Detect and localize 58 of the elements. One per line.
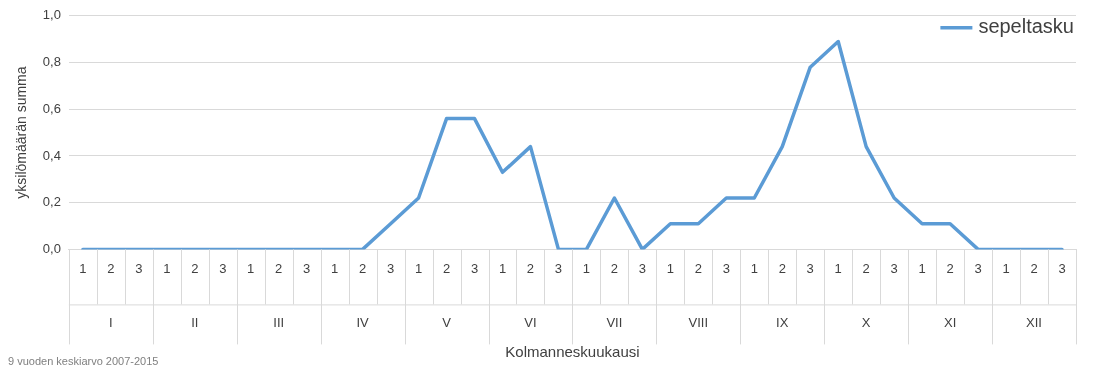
text: V [442,314,452,330]
text: VIII [688,314,709,330]
x-tick-label: 1 [163,260,171,276]
x-tick-label: 3 [890,260,898,276]
text: I [109,314,113,330]
text: VII [606,314,623,330]
text: XII [1026,314,1042,330]
x-tick-label: 1 [666,260,674,276]
x-tick-label: 2 [526,260,535,276]
x-tick-label: 1 [582,260,591,276]
text: X [861,314,871,330]
x-tick-label: 3 [806,260,814,276]
x-tick-label: 3 [722,260,730,276]
x-tick-label: 2 [694,260,702,276]
text: III [273,314,285,330]
x-tick-label: 1 [1002,260,1010,276]
x-tick-label: 2 [442,260,451,276]
x-axis-title: Kolmanneskuukausi [505,342,640,360]
y-tick-label: 0,6 [42,100,61,116]
x-tick-label: 2 [946,260,954,276]
text: II [191,314,199,330]
x-tick-label: 2 [359,260,367,276]
x-tick-label: 1 [414,260,423,276]
y-tick-label: 0,0 [42,240,61,256]
x-tick-label: 1 [834,260,842,276]
x-tick-label: 2 [191,260,199,276]
x-tick-label: 2 [107,260,115,276]
y-tick-label: 0,8 [42,54,61,70]
x-tick-label: 3 [974,260,982,276]
x-tick-label: 1 [79,260,87,276]
x-tick-label: 3 [386,260,395,276]
x-tick-label: 3 [554,260,563,276]
x-tick-label: 1 [331,260,339,276]
text: XI [943,314,957,330]
x-tick-label: 1 [498,260,507,276]
legend-label: sepeltasku [978,15,1074,38]
y-tick-label: 0,2 [42,194,61,210]
x-tick-label: 2 [778,260,786,276]
x-tick-label: 2 [862,260,870,276]
text: IV [356,314,370,330]
x-tick-label: 3 [303,260,311,276]
x-tick-label: 3 [1058,260,1066,276]
x-tick-label: 2 [275,260,283,276]
x-tick-label: 1 [750,260,758,276]
x-tick-label: 3 [638,260,646,276]
x-tick-label: 3 [470,260,479,276]
y-axis-title: yksilömäärän summa [13,66,30,199]
x-tick-label: 2 [1030,260,1038,276]
x-tick-label: 1 [247,260,255,276]
x-tick-label: 1 [918,260,926,276]
x-tick-label: 3 [135,260,143,276]
x-tick-label: 3 [219,260,227,276]
x-tick-label: 2 [610,260,619,276]
y-tick-label: 1,0 [42,7,61,23]
text: 9 vuoden keskiarvo 2007-2015 [8,355,159,368]
y-tick-label: 0,4 [42,147,61,163]
text: VI [524,314,537,330]
text: IX [776,314,789,330]
